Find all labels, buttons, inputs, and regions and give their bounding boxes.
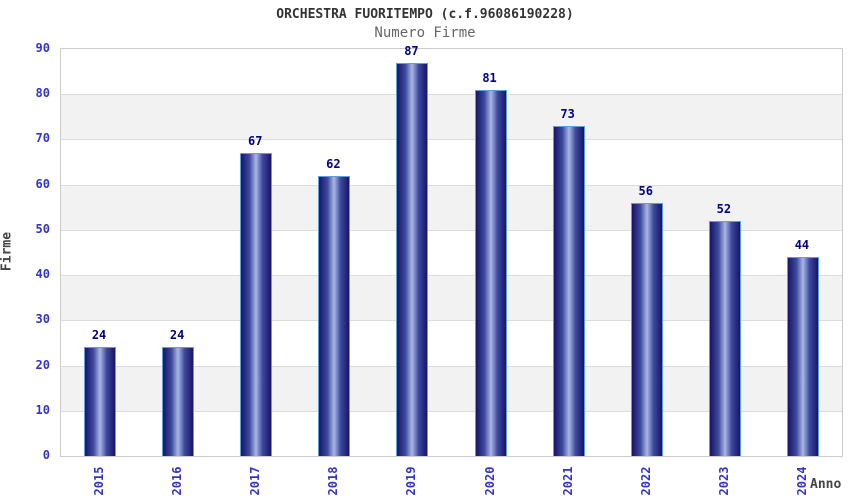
x-tick-label: 2020 xyxy=(482,466,497,496)
x-tick-label: 2018 xyxy=(326,466,341,496)
y-tick-label: 50 xyxy=(35,221,50,236)
x-tick-label: 2023 xyxy=(716,466,731,496)
bar xyxy=(396,62,429,456)
bar-value-label: 24 xyxy=(169,328,185,343)
gridline xyxy=(61,275,842,277)
gridline xyxy=(61,365,842,367)
gridline xyxy=(61,139,842,141)
y-tick-label: 20 xyxy=(35,357,50,372)
y-tick-label: 60 xyxy=(35,176,50,191)
y-tick-label: 80 xyxy=(35,86,50,101)
bar xyxy=(162,347,195,456)
bar-value-label: 81 xyxy=(482,70,497,85)
y-tick-label: 70 xyxy=(35,131,50,146)
plot-band xyxy=(61,94,842,140)
plot-area xyxy=(60,48,843,457)
gridline xyxy=(61,184,842,186)
plot-band xyxy=(61,139,842,185)
chart-title: ORCHESTRA FUORITEMPO (c.f.96086190228) xyxy=(276,7,574,22)
plot-band xyxy=(61,49,842,95)
bar xyxy=(474,89,507,456)
x-tick-label: 2021 xyxy=(560,466,575,496)
bar xyxy=(786,257,819,456)
bar-value-label: 87 xyxy=(404,43,419,58)
gridline xyxy=(61,320,842,322)
gridline xyxy=(61,94,842,96)
bar xyxy=(84,347,117,456)
x-tick-label: 2024 xyxy=(794,466,809,496)
bar-value-label: 44 xyxy=(794,238,810,253)
x-tick-label: 2022 xyxy=(638,466,653,496)
bar xyxy=(552,125,585,456)
bar xyxy=(630,202,663,456)
y-tick-label: 30 xyxy=(35,312,50,327)
x-tick-label: 2019 xyxy=(404,466,419,496)
bar-value-label: 62 xyxy=(326,156,341,171)
x-tick-label: 2017 xyxy=(248,466,263,496)
x-tick-label: 2016 xyxy=(170,466,185,496)
y-tick-label: 0 xyxy=(42,448,50,462)
y-tick-label: 10 xyxy=(35,402,50,417)
chart-subtitle: Numero Firme xyxy=(374,25,476,41)
bar-value-label: 52 xyxy=(716,201,732,216)
y-tick-label: 40 xyxy=(35,267,50,282)
x-axis-title: Anno xyxy=(810,477,842,492)
gridline xyxy=(61,410,842,412)
bar xyxy=(708,220,741,456)
bar xyxy=(240,153,273,456)
bar-value-label: 67 xyxy=(248,134,263,148)
gridline xyxy=(61,229,842,231)
x-tick-label: 2015 xyxy=(92,466,107,496)
bar xyxy=(318,175,351,456)
y-tick-label: 90 xyxy=(35,41,50,55)
bar-value-label: 73 xyxy=(560,106,575,121)
bar-value-label: 24 xyxy=(91,328,107,343)
bar-value-label: 56 xyxy=(638,183,653,198)
